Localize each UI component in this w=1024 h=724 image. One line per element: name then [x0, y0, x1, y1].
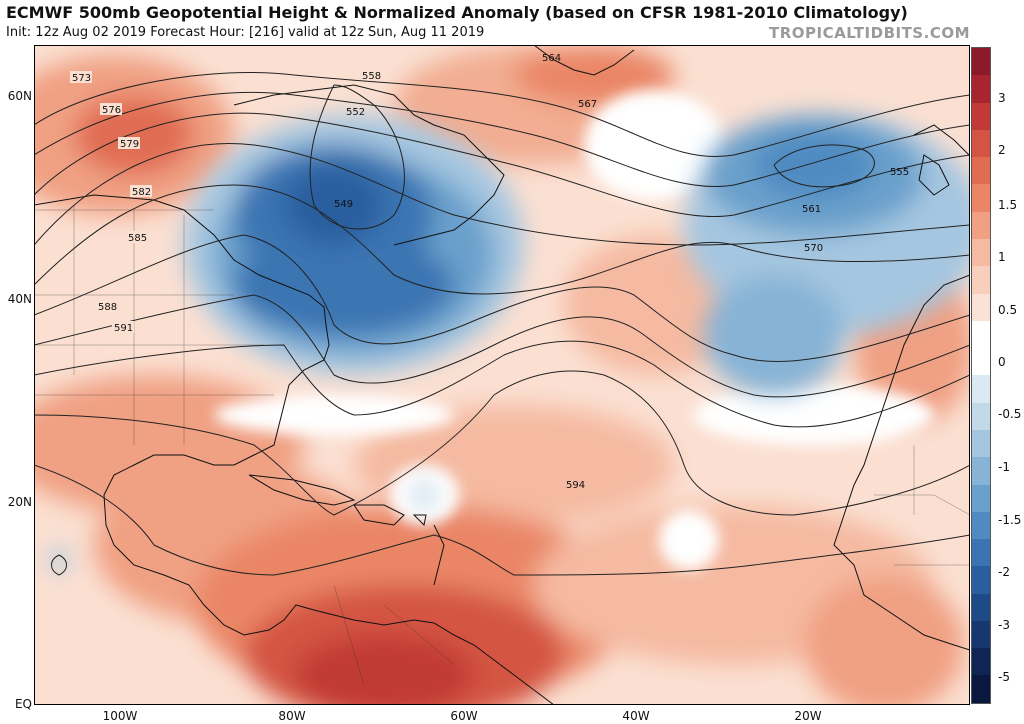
- colorbar-segment: [972, 184, 990, 212]
- colorbar-segment: [972, 129, 990, 158]
- lon-label-60w: 60W: [450, 709, 478, 723]
- lat-label-40n: 40N: [7, 292, 32, 306]
- colorbar-segment: [972, 238, 990, 267]
- anomaly-colorbar: [971, 47, 991, 704]
- colorbar-segment: [972, 620, 990, 649]
- contour-label-570: 570: [804, 243, 823, 254]
- colorbar-segment: [972, 675, 990, 703]
- colorbar-segment: [972, 293, 990, 321]
- lon-label-20w: 20W: [794, 709, 822, 723]
- negative-anomaly-shading: [49, 115, 970, 572]
- contour-label-558: 558: [362, 71, 381, 82]
- lon-label-100w: 100W: [102, 709, 138, 723]
- colorbar-label-neg1-5: -1.5: [998, 513, 1022, 527]
- contour-label-552: 552: [346, 107, 365, 118]
- colorbar-segment: [972, 75, 990, 103]
- contour-label-585: 585: [128, 233, 147, 244]
- colorbar-label-1: 1: [998, 250, 1006, 264]
- contour-label-567: 567: [578, 99, 597, 110]
- colorbar-segment: [972, 484, 990, 512]
- contour-label-561: 561: [802, 204, 821, 215]
- lon-label-40w: 40W: [622, 709, 650, 723]
- brand-watermark: TROPICALTIDBITS.COM: [769, 24, 970, 42]
- colorbar-segment: [972, 157, 990, 185]
- map-title: ECMWF 500mb Geopotential Height & Normal…: [6, 3, 908, 22]
- colorbar-segment: [972, 102, 990, 130]
- colorbar-label-1-5: 1.5: [998, 198, 1018, 212]
- colorbar-segment: [972, 211, 990, 239]
- contour-label-576: 576: [102, 105, 121, 116]
- colorbar-segment: [972, 457, 990, 485]
- colorbar-segment: [972, 566, 990, 594]
- colorbar-segment: [972, 511, 990, 540]
- map-frame: [34, 45, 970, 705]
- weather-map: 573 576 579 582 585 588 591 558 552 564 …: [34, 45, 970, 705]
- neutral-anomaly-areas: [214, 90, 934, 570]
- contour-label-588: 588: [98, 302, 117, 313]
- contour-label-579: 579: [120, 139, 139, 150]
- contour-label-564: 564: [542, 53, 561, 64]
- colorbar-segment: [972, 429, 990, 458]
- contour-label-582: 582: [132, 187, 151, 198]
- colorbar-segment: [972, 320, 990, 349]
- contour-label-549: 549: [334, 199, 353, 210]
- colorbar-segment: [972, 648, 990, 676]
- colorbar-segment: [972, 539, 990, 567]
- forecast-info: Init: 12z Aug 02 2019 Forecast Hour: [21…: [6, 25, 485, 40]
- lat-label-60n: 60N: [7, 89, 32, 103]
- colorbar-label-0: 0: [998, 355, 1006, 369]
- contour-label-555: 555: [890, 167, 909, 178]
- colorbar-segment: [972, 375, 990, 403]
- lat-label-20n: 20N: [7, 495, 32, 509]
- colorbar-segment: [972, 266, 990, 294]
- colorbar-label-3: 3: [998, 91, 1006, 105]
- colorbar-label-neg0-5: -0.5: [998, 407, 1022, 421]
- colorbar-label-neg1: -1: [998, 460, 1010, 474]
- contour-label-594: 594: [566, 480, 585, 491]
- coastlines: [34, 45, 970, 705]
- colorbar-label-0-5: 0.5: [998, 303, 1018, 317]
- anomaly-map-canvas: 573 576 579 582 585 588 591 558 552 564 …: [34, 45, 970, 705]
- colorbar-segment: [972, 348, 990, 376]
- colorbar-label-2: 2: [998, 143, 1006, 157]
- contour-labels: 573 576 579 582 585 588 591 558 552 564 …: [70, 53, 909, 491]
- lon-label-80w: 80W: [278, 709, 306, 723]
- colorbar-segment: [972, 593, 990, 621]
- colorbar-label-neg5: -5: [998, 670, 1010, 684]
- contour-label-591: 591: [114, 323, 133, 334]
- lat-label-eq: EQ: [14, 697, 32, 711]
- colorbar-label-neg2: -2: [998, 565, 1010, 579]
- colorbar-label-neg3: -3: [998, 618, 1010, 632]
- height-contours: [34, 71, 970, 576]
- colorbar-segment: [972, 48, 990, 76]
- colorbar-segment: [972, 402, 990, 430]
- contour-label-573: 573: [72, 73, 91, 84]
